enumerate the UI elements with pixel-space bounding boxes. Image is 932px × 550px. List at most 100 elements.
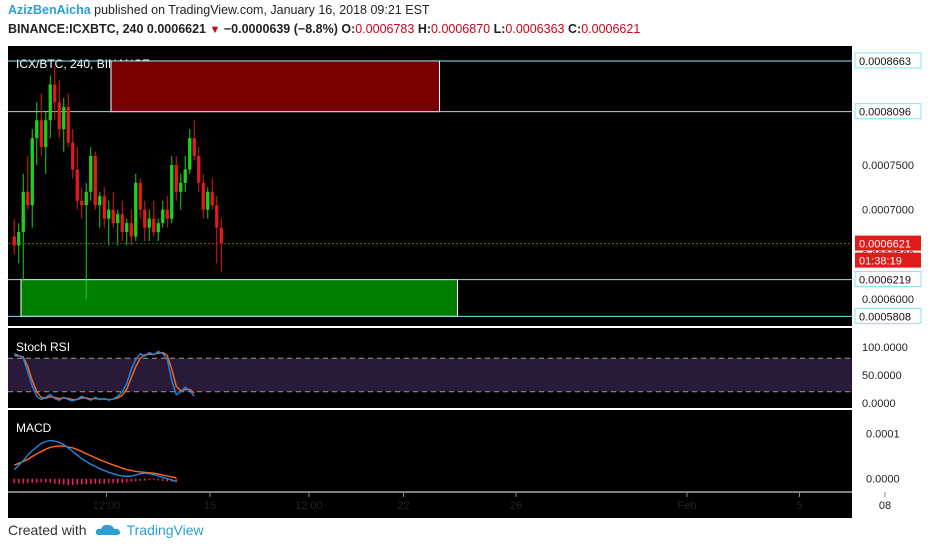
stoch-rsi-label: Stoch RSI: [16, 340, 70, 354]
candle-body: [134, 182, 138, 237]
candle-body: [26, 191, 30, 206]
candle-body: [89, 156, 93, 192]
candle-body: [161, 209, 165, 224]
candle-body: [12, 236, 16, 246]
low-value: 0.0006363: [505, 22, 565, 36]
level-price-label: 0.0006219: [859, 275, 911, 287]
candle-body: [17, 232, 21, 246]
price-change: −0.0000639 (−8.8%): [223, 22, 338, 36]
time-tick-label: 12:00: [295, 500, 323, 512]
bar-countdown-label: 01:38:19: [859, 256, 902, 268]
time-tick-label: 5: [796, 500, 802, 512]
candle-body: [206, 191, 210, 210]
time-axis: 12:00 15 12:00 22 26 Feb 5 08: [93, 492, 891, 512]
candle-body: [21, 191, 25, 233]
created-with-text: Created with: [8, 522, 87, 538]
high-label: H:: [417, 22, 432, 36]
stoch-tick-label: 50.0000: [862, 370, 902, 382]
stoch-tick-label: 0.0000: [862, 398, 896, 410]
level-price-label-box: [854, 307, 922, 324]
candle-body: [102, 196, 106, 219]
candle-body: [48, 84, 52, 121]
candle-body: [183, 169, 187, 183]
candle-body: [165, 209, 169, 219]
candle-body: [116, 214, 120, 224]
candle-body: [143, 209, 147, 228]
candle-body: [66, 106, 70, 143]
candle-body: [197, 156, 201, 183]
tradingview-cloud-icon: [95, 524, 120, 535]
symbol: BINANCE:ICXBTC, 240: [8, 22, 144, 36]
low-label: L:: [493, 22, 506, 36]
candle-body: [174, 164, 178, 192]
level-price-label-box: [854, 103, 922, 120]
tradingview-logo[interactable]: TradingView: [95, 522, 204, 538]
supply-zone: [110, 60, 440, 113]
level-price-label-box: [854, 52, 922, 69]
footer: Created with TradingView: [8, 522, 204, 538]
close-label: C:: [567, 22, 582, 36]
publish-line: AzizBenAicha published on TradingView.co…: [8, 3, 430, 17]
high-value: 0.0006870: [431, 22, 491, 36]
candle-body: [39, 120, 43, 148]
candle-body: [170, 164, 174, 219]
candle-body: [125, 223, 129, 233]
price-pane: 0.0008663 0.0008096 0.0006219 0.0005808 0.00…: [8, 52, 922, 324]
candle-body: [30, 138, 34, 206]
candle-body: [53, 84, 57, 103]
candle-body: [93, 156, 97, 206]
stoch-k-line: [14, 350, 195, 402]
candle-body: [147, 218, 151, 228]
candle-body: [120, 214, 124, 233]
candle-body: [62, 106, 66, 130]
candle-body: [188, 138, 192, 170]
open-label: O:: [341, 22, 356, 36]
candle-body: [107, 209, 111, 219]
candle-body: [80, 200, 84, 206]
candle-body: [219, 227, 223, 244]
author-link[interactable]: AzizBenAicha: [8, 3, 91, 17]
tradingview-brand[interactable]: TradingView: [126, 522, 204, 538]
level-price-label: 0.0005808: [859, 311, 911, 323]
price-tick-label: 0.0007000: [862, 205, 914, 217]
macd-tick-label: 0.0000: [866, 474, 900, 486]
stoch-rsi-pane: Stoch RSI 100.0000 50.0000 0.0000: [8, 340, 908, 410]
last-price-label: 0.0006621: [859, 239, 911, 251]
bar-countdown-label-box: [855, 252, 921, 268]
last-price-label-box: [855, 235, 921, 251]
down-arrow-icon: ▼: [209, 24, 221, 36]
candle-body: [75, 169, 79, 201]
candle-body: [129, 223, 133, 237]
candle-body: [138, 182, 142, 210]
candle-body: [210, 191, 214, 206]
close-value: 0.0006621: [581, 22, 641, 36]
symbol-line: BINANCE:ICXBTC, 240 0.0006621 ▼ −0.00006…: [8, 22, 640, 36]
stoch-tick-label: 100.0000: [862, 342, 908, 354]
time-tick-label: 08: [879, 500, 891, 512]
candle-body: [111, 209, 115, 224]
time-tick-label: 12:00: [93, 500, 121, 512]
macd-pane: MACD 0.0001 0.0000: [13, 421, 900, 486]
candle-body: [84, 191, 88, 206]
level-price-label: 0.0008096: [859, 107, 911, 119]
chart-canvas[interactable]: ICX/BTC, 240, BINANCE 0.00086630.0008096…: [0, 0, 932, 520]
price-tick-label: 0.0006000: [862, 294, 914, 306]
candle-body: [201, 182, 205, 210]
candle-body: [71, 142, 75, 170]
time-tick-label: Feb: [678, 500, 697, 512]
candle-body: [35, 120, 39, 139]
open-value: 0.0006783: [355, 22, 415, 36]
macd-main-line: [13, 439, 177, 483]
candle-body: [156, 223, 160, 233]
macd-label: MACD: [16, 421, 52, 435]
time-tick-label: 26: [510, 500, 522, 512]
macd-signal-line: [14, 445, 177, 479]
last-price: 0.0006621: [146, 22, 207, 36]
stoch-band: [8, 358, 852, 392]
time-tick-label: 15: [204, 500, 216, 512]
candle-body: [192, 138, 196, 157]
candle-body: [152, 218, 156, 233]
level-price-label: 0.0008663: [859, 56, 911, 68]
price-tick-label: 0.0007500: [862, 160, 914, 172]
level-price-label-box: [854, 271, 922, 288]
